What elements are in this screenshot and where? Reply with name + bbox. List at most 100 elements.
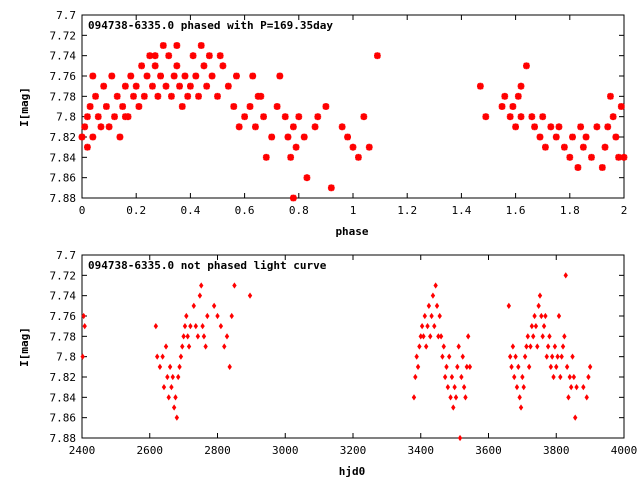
data-point (162, 82, 170, 90)
unphased-x-axis-label: hjd0 (339, 465, 366, 478)
data-point (230, 103, 238, 110)
data-point (111, 113, 118, 121)
data-point (311, 123, 319, 131)
data-point (544, 353, 549, 360)
data-point (577, 123, 585, 131)
data-point (512, 123, 519, 131)
data-point (108, 72, 116, 80)
data-point (205, 52, 213, 60)
data-point (528, 113, 536, 121)
data-point (552, 343, 558, 350)
data-point (276, 72, 284, 80)
data-point (562, 333, 567, 340)
data-point (205, 312, 210, 320)
unphased-chart-title: 094738-6335.0 not phased light curve (88, 259, 327, 272)
data-point (273, 103, 281, 110)
data-point (233, 72, 240, 80)
data-point (512, 373, 517, 381)
data-point (289, 194, 297, 202)
data-point (132, 82, 140, 90)
data-point (563, 272, 568, 279)
data-point (195, 333, 201, 340)
data-point (177, 363, 182, 370)
data-point (197, 292, 203, 299)
data-point (184, 312, 189, 320)
data-point (417, 343, 422, 350)
data-point (187, 82, 194, 90)
data-point (573, 414, 578, 421)
data-point (224, 82, 232, 90)
data-point (444, 363, 449, 370)
data-point (525, 333, 530, 340)
data-point (232, 282, 237, 289)
data-point (222, 343, 227, 350)
data-point (268, 133, 276, 141)
data-point (449, 373, 455, 381)
unphased-y-tick-label: 7.78 (50, 330, 77, 343)
phased-light-curve-panel: 094738-6335.0 phased with P=169.35day ph… (18, 9, 628, 238)
data-point (165, 52, 173, 60)
data-point (535, 343, 540, 350)
data-point (86, 103, 94, 110)
data-point (448, 394, 453, 401)
data-point (181, 72, 189, 80)
data-point (81, 123, 89, 131)
unphased-x-tick-label: 3000 (272, 444, 299, 457)
data-point (566, 153, 574, 161)
data-point (422, 312, 428, 320)
data-point (188, 323, 193, 330)
data-point (587, 363, 593, 370)
data-point (586, 373, 591, 381)
data-point (524, 343, 529, 350)
phased-y-tick-label: 7.7 (56, 9, 76, 22)
data-point (522, 353, 528, 360)
data-point (295, 113, 303, 121)
data-point (140, 92, 148, 100)
data-point (460, 353, 465, 360)
data-point (543, 312, 548, 320)
data-point (579, 143, 587, 151)
data-point (456, 343, 461, 350)
data-point (163, 343, 169, 350)
data-point (551, 373, 556, 381)
phased-y-tick-label: 7.74 (50, 50, 77, 63)
unphased-y-tick-label: 7.8 (56, 351, 76, 364)
data-point (184, 92, 192, 100)
data-point (555, 353, 560, 360)
data-point (564, 363, 570, 370)
phased-x-axis-label: phase (335, 225, 368, 238)
data-point (174, 414, 180, 421)
unphased-y-tick-label: 7.88 (50, 432, 77, 445)
data-point (540, 333, 545, 340)
data-point (517, 394, 522, 401)
unphased-x-tick-label: 2600 (137, 444, 164, 457)
unphased-x-tick-label: 4000 (611, 444, 638, 457)
data-point (289, 123, 297, 131)
data-point (186, 343, 192, 350)
data-point (121, 113, 129, 121)
data-point (199, 282, 204, 289)
phased-y-tick-label: 7.86 (50, 172, 77, 185)
data-point (197, 42, 205, 49)
data-point (463, 394, 468, 401)
data-point (567, 373, 572, 381)
data-point (218, 323, 224, 330)
data-point (146, 52, 154, 60)
data-point (413, 373, 418, 381)
data-point (547, 123, 555, 131)
data-point (97, 123, 105, 131)
data-point (216, 52, 224, 60)
data-point (360, 113, 368, 121)
data-point (151, 62, 159, 70)
data-point (438, 333, 444, 340)
data-point (568, 384, 574, 391)
data-point (127, 72, 135, 80)
data-point (620, 153, 628, 161)
unphased-y-tick-label: 7.82 (50, 371, 77, 384)
data-point (513, 353, 518, 360)
data-point (355, 153, 362, 161)
data-point (203, 343, 208, 350)
data-point (157, 363, 163, 370)
data-point (173, 62, 181, 70)
